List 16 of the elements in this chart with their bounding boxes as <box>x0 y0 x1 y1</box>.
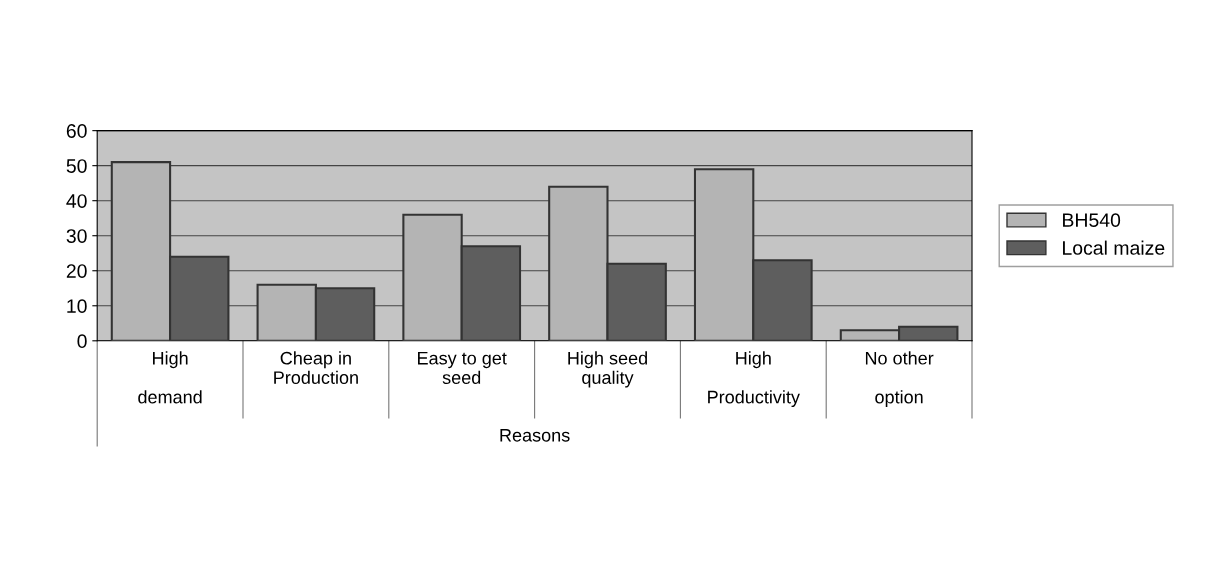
y-tick-label: 10 <box>67 299 87 314</box>
x-tick-label: High seed quality <box>568 351 647 388</box>
x-tick-label: Cheap in Production <box>274 351 358 385</box>
category-label: No other option <box>865 351 934 408</box>
category-label: High demand <box>138 351 202 404</box>
y-tick-label: 40 <box>66 194 87 208</box>
y-tick-label: 0 <box>77 334 87 349</box>
x-axis-title: Reasons <box>500 429 570 442</box>
y-tick-label: 20 <box>66 264 87 278</box>
y-tick-label: 60 <box>66 124 87 138</box>
legend-label: BH540 <box>1063 213 1121 228</box>
category-label: High Productivity <box>708 351 800 408</box>
legend-label: Local maize <box>1063 240 1165 255</box>
y-tick-label: 30 <box>66 229 87 243</box>
x-tick-label: Easy to get seed <box>418 351 507 385</box>
y-tick-label: 50 <box>66 159 87 173</box>
